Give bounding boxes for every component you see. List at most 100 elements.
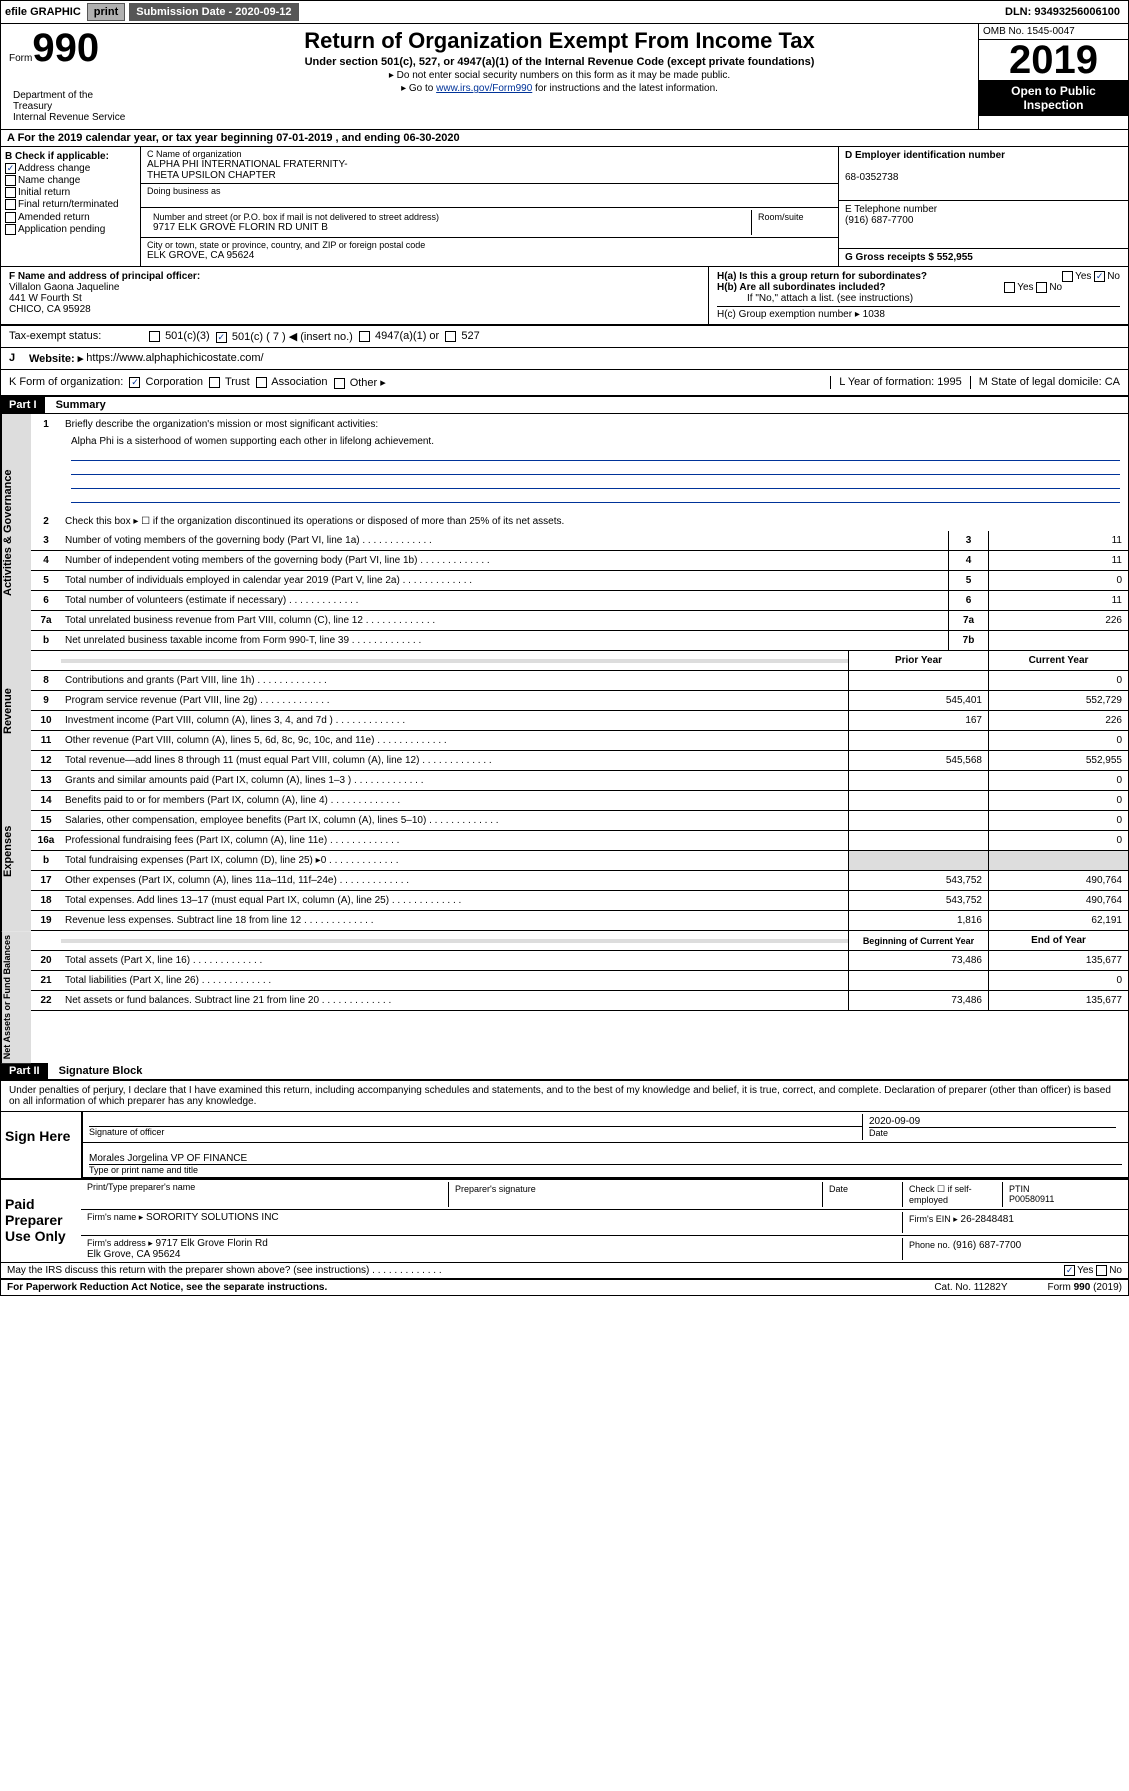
opt-4947[interactable]: 4947(a)(1) or <box>359 330 439 343</box>
efile-label: efile GRAPHIC <box>1 6 85 18</box>
check-address-change[interactable]: Address change <box>5 163 136 174</box>
print-name-label: Type or print name and title <box>89 1164 1122 1175</box>
line-22-prior: 73,486 <box>848 991 988 1010</box>
line-15-prior <box>848 811 988 830</box>
check-pending[interactable]: Application pending <box>5 224 136 235</box>
line-4-val: 11 <box>988 551 1128 570</box>
street-address: 9717 ELK GROVE FLORIN RD UNIT B <box>153 222 745 233</box>
section-b-c-d: B Check if applicable: Address change Na… <box>1 147 1128 267</box>
tax-year: 2019 <box>979 40 1128 80</box>
website-link[interactable]: https://www.alphaphichicostate.com/ <box>86 352 263 365</box>
line-8-text: Contributions and grants (Part VIII, lin… <box>61 673 848 688</box>
row-i-tax-status: Tax-exempt status: 501(c)(3) 501(c) ( 7 … <box>1 325 1128 348</box>
paid-preparer-label: Paid Preparer Use Only <box>1 1180 81 1262</box>
vlabel-activities: Activities & Governance <box>1 414 31 651</box>
org-name: ALPHA PHI INTERNATIONAL FRATERNITY- THET… <box>147 159 832 181</box>
part1-header-row: Part I Summary <box>1 397 1128 414</box>
vlabel-expenses: Expenses <box>1 771 31 931</box>
section-f-h: F Name and address of principal officer:… <box>1 267 1128 325</box>
check-final-return[interactable]: Final return/terminated <box>5 199 136 210</box>
line-14-text: Benefits paid to or for members (Part IX… <box>61 793 848 808</box>
line-14-cur: 0 <box>988 791 1128 810</box>
sign-section: Sign Here Signature of officer 2020-09-0… <box>1 1111 1128 1178</box>
prep-date-label: Date <box>822 1182 902 1207</box>
paperwork-notice: For Paperwork Reduction Act Notice, see … <box>7 1282 327 1293</box>
room-label: Room/suite <box>752 210 832 235</box>
line-1-num: 1 <box>31 419 61 430</box>
line-19-num: 19 <box>31 915 61 926</box>
end-year-header: End of Year <box>988 931 1128 950</box>
line-20-text: Total assets (Part X, line 16) <box>61 953 848 968</box>
discuss-row: May the IRS discuss this return with the… <box>1 1262 1128 1278</box>
form-title: Return of Organization Exempt From Incom… <box>145 28 974 54</box>
city-label: City or town, state or province, country… <box>147 240 832 250</box>
opt-501c[interactable]: 501(c) ( 7 ) ◀ (insert no.) <box>216 330 353 343</box>
line-13-text: Grants and similar amounts paid (Part IX… <box>61 773 848 788</box>
line-22-cur: 135,677 <box>988 991 1128 1010</box>
line-b-text: Total fundraising expenses (Part IX, col… <box>61 853 848 868</box>
firm-addr-label: Firm's address ▸ <box>87 1238 153 1248</box>
current-year-header: Current Year <box>988 651 1128 670</box>
line-12-prior: 545,568 <box>848 751 988 770</box>
line-20-num: 20 <box>31 955 61 966</box>
self-employed-check[interactable]: Check ☐ if self-employed <box>902 1182 1002 1207</box>
line-2-num: 2 <box>31 516 61 527</box>
line-5-val: 0 <box>988 571 1128 590</box>
opt-527[interactable]: 527 <box>445 330 479 343</box>
firm-ein: 26-2848481 <box>961 1214 1014 1225</box>
sig-date: 2020-09-09 <box>869 1116 920 1127</box>
prior-year-header: Prior Year <box>848 651 988 670</box>
part2-header: Part II <box>1 1063 48 1079</box>
open-public-badge: Open to Public Inspection <box>979 80 1128 116</box>
line-9-num: 9 <box>31 695 61 706</box>
opt-assoc[interactable]: Association <box>256 376 328 389</box>
line-12-cur: 552,955 <box>988 751 1128 770</box>
print-button[interactable]: print <box>87 3 125 21</box>
footer-row: For Paperwork Reduction Act Notice, see … <box>1 1278 1128 1295</box>
line-15-cur: 0 <box>988 811 1128 830</box>
discuss-text: May the IRS discuss this return with the… <box>7 1265 442 1276</box>
form-ref: Form 990 (2019) <box>1048 1282 1122 1293</box>
officer-name: Villalon Gaona Jaqueline <box>9 282 119 293</box>
line-17-num: 17 <box>31 875 61 886</box>
opt-501c3[interactable]: 501(c)(3) <box>149 330 210 343</box>
form-number: 990 <box>32 26 99 70</box>
line-9-cur: 552,729 <box>988 691 1128 710</box>
part1-header: Part I <box>1 397 45 413</box>
line-12-text: Total revenue—add lines 8 through 11 (mu… <box>61 753 848 768</box>
row-a-tax-year: A For the 2019 calendar year, or tax yea… <box>1 130 1128 147</box>
f-label: F Name and address of principal officer: <box>9 271 200 282</box>
line-3-val: 11 <box>988 531 1128 550</box>
form-subtitle: Under section 501(c), 527, or 4947(a)(1)… <box>145 56 974 68</box>
opt-corp[interactable]: Corporation <box>129 376 203 389</box>
sig-date-label: Date <box>869 1127 1116 1138</box>
check-name-change[interactable]: Name change <box>5 175 136 186</box>
form-note2: ▸ Go to www.irs.gov/Form990 for instruct… <box>145 83 974 94</box>
vlabel-revenue: Revenue <box>1 651 31 771</box>
submission-date-button[interactable]: Submission Date - 2020-09-12 <box>129 3 298 21</box>
line-7a-text: Total unrelated business revenue from Pa… <box>61 613 948 628</box>
form990-link[interactable]: www.irs.gov/Form990 <box>436 83 532 94</box>
line-16a-cur: 0 <box>988 831 1128 850</box>
begin-year-header: Beginning of Current Year <box>848 931 988 950</box>
line-9-text: Program service revenue (Part VIII, line… <box>61 693 848 708</box>
website-label: Website: ▸ <box>29 352 83 365</box>
sig-officer-label: Signature of officer <box>89 1126 862 1137</box>
check-amended[interactable]: Amended return <box>5 212 136 223</box>
i-label: Tax-exempt status: <box>9 330 149 343</box>
opt-trust[interactable]: Trust <box>209 376 250 389</box>
line-11-num: 11 <box>31 735 61 746</box>
part2-title: Signature Block <box>51 1063 151 1079</box>
check-initial-return[interactable]: Initial return <box>5 187 136 198</box>
opt-other[interactable]: Other ▸ <box>334 376 386 389</box>
line-3-text: Number of voting members of the governin… <box>61 533 948 548</box>
phone-label: E Telephone number <box>845 204 937 215</box>
line-b-num: b <box>31 855 61 866</box>
b-label: B Check if applicable: <box>5 151 109 162</box>
line-14-num: 14 <box>31 795 61 806</box>
officer-addr2: CHICO, CA 95928 <box>9 304 91 315</box>
firm-phone: (916) 687-7700 <box>953 1240 1021 1251</box>
line-6-text: Total number of volunteers (estimate if … <box>61 593 948 608</box>
line-18-text: Total expenses. Add lines 13–17 (must eq… <box>61 893 848 908</box>
dept-label: Department of the Treasury Internal Reve… <box>9 88 133 125</box>
